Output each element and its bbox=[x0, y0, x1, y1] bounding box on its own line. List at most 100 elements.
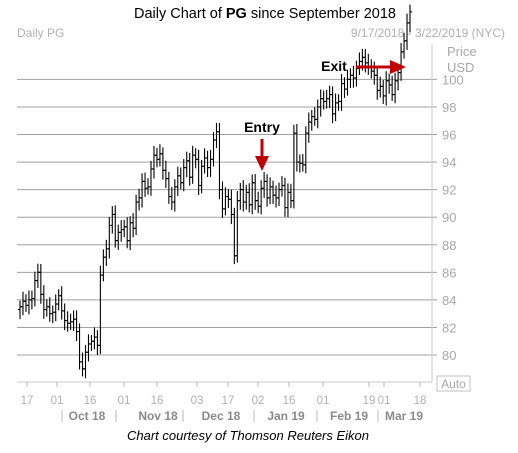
x-tick-label: 01 bbox=[378, 395, 391, 407]
ohlc-bar bbox=[74, 310, 79, 342]
ohlc-bar bbox=[226, 189, 231, 208]
ohlc-bar bbox=[369, 59, 374, 79]
price-label: Price bbox=[447, 44, 477, 59]
ohlc-bar bbox=[291, 124, 296, 209]
entry-arrow-icon bbox=[255, 156, 269, 171]
x-tick-label: 16 bbox=[283, 395, 296, 407]
ohlc-bar bbox=[175, 166, 180, 196]
ohlc-bar bbox=[294, 124, 299, 172]
ohlc-bar bbox=[282, 177, 287, 217]
y-axis-ticks: 80 82 84 86 88 90 92 94 96 98 100 bbox=[432, 72, 464, 363]
ohlc-bar bbox=[98, 265, 103, 355]
ohlc-bar bbox=[62, 303, 67, 331]
ohlc-bar bbox=[38, 263, 43, 304]
ohlc-bar bbox=[163, 160, 168, 188]
ohlc-bar bbox=[318, 89, 323, 117]
ohlc-bar bbox=[20, 291, 25, 316]
ohlc-bar bbox=[86, 334, 91, 362]
month-label: Jan 19 bbox=[267, 409, 305, 423]
ohlc-bar bbox=[306, 112, 311, 143]
ohlc-bar bbox=[211, 132, 216, 167]
ohlc-bar bbox=[375, 68, 380, 100]
x-tick-label: 18 bbox=[414, 395, 427, 407]
ohlc-bar bbox=[250, 174, 255, 215]
ohlc-bar bbox=[247, 183, 252, 213]
ohlc-bar bbox=[279, 176, 284, 197]
ohlc-bar bbox=[330, 86, 335, 124]
y-tick-label: 86 bbox=[442, 265, 456, 280]
month-label: Dec 18 bbox=[202, 409, 241, 423]
ohlc-bar bbox=[50, 305, 55, 324]
y-tick-label: 94 bbox=[442, 155, 456, 170]
ohlc-bar bbox=[220, 181, 225, 218]
exit-arrow-icon bbox=[390, 60, 406, 74]
ohlc-bar bbox=[172, 179, 177, 212]
ohlc-bar bbox=[312, 107, 317, 126]
ohlc-bar bbox=[77, 323, 82, 370]
ohlc-bar bbox=[268, 177, 273, 205]
ohlc-bar bbox=[342, 77, 347, 99]
ohlc-bar bbox=[259, 180, 264, 215]
ohlc-bar bbox=[223, 187, 228, 216]
ohlc-bar bbox=[193, 148, 198, 169]
ohlc-bar bbox=[157, 144, 162, 167]
y-tick-label: 88 bbox=[442, 238, 456, 253]
month-label: Feb 19 bbox=[330, 409, 368, 423]
y-tick-label: 98 bbox=[442, 100, 456, 115]
y-tick-label: 90 bbox=[442, 210, 456, 225]
ohlc-bar bbox=[160, 147, 165, 180]
ohlc-bar bbox=[59, 286, 64, 320]
ohlc-bar bbox=[357, 52, 362, 75]
y-tick-label: 96 bbox=[442, 128, 456, 143]
x-tick-label: 19 bbox=[363, 395, 376, 407]
ohlc-bar bbox=[208, 149, 213, 177]
ohlc-bar bbox=[140, 173, 145, 208]
ohlc-bar bbox=[95, 330, 100, 355]
currency-label: USD bbox=[447, 60, 474, 75]
ohlc-bar bbox=[315, 99, 320, 129]
month-label: Oct 18 bbox=[69, 409, 106, 423]
ohlc-bar bbox=[256, 191, 261, 214]
ohlc-bar bbox=[53, 294, 58, 322]
entry-annotation: Entry bbox=[244, 119, 280, 171]
ohlc-bar bbox=[408, 4, 412, 33]
auto-scale-button[interactable] bbox=[436, 375, 471, 392]
auto-scale-label: Auto bbox=[441, 377, 466, 391]
panel-label: Daily PG bbox=[17, 26, 64, 40]
ohlc-bar bbox=[92, 327, 97, 350]
ohlc-bar bbox=[125, 217, 130, 249]
ohlc-bar bbox=[288, 183, 293, 209]
ohlc-bar bbox=[32, 271, 37, 307]
ohlc-bar bbox=[351, 65, 356, 88]
ohlc-bar bbox=[83, 345, 88, 379]
ohlc-bar bbox=[202, 148, 207, 174]
ohlc-bar bbox=[47, 297, 52, 322]
ohlc-bar bbox=[41, 285, 46, 319]
month-label: Mar 19 bbox=[385, 409, 423, 423]
y-tick-label: 84 bbox=[442, 293, 456, 308]
ohlc-bar bbox=[354, 60, 359, 87]
ohlc-bar bbox=[262, 171, 267, 198]
chart-title: Daily Chart of PG since September 2018 bbox=[134, 6, 396, 22]
ohlc-bar bbox=[181, 159, 186, 192]
ohlc-bar bbox=[26, 290, 31, 315]
ohlc-bar bbox=[137, 188, 142, 211]
ohlc-bar bbox=[187, 152, 192, 186]
x-tick-label: 02 bbox=[252, 395, 265, 407]
x-tick-label: 01 bbox=[118, 395, 131, 407]
ohlc-bar bbox=[324, 89, 329, 109]
month-label: Nov 18 bbox=[138, 409, 178, 423]
ohlc-bar bbox=[169, 187, 174, 210]
y-tick-label: 80 bbox=[442, 348, 456, 363]
ohlc-bar bbox=[104, 239, 109, 266]
ohlc-bar bbox=[244, 184, 249, 210]
x-tick-label: 17 bbox=[21, 395, 34, 407]
ohlc-bar bbox=[89, 334, 94, 351]
ohlc-bar bbox=[190, 145, 195, 184]
ohlc-bar bbox=[277, 182, 282, 207]
ohlc-bar bbox=[196, 149, 201, 196]
ohlc-bar bbox=[366, 53, 371, 75]
ohlc-bar bbox=[229, 189, 234, 225]
ohlc-bar bbox=[18, 300, 22, 320]
